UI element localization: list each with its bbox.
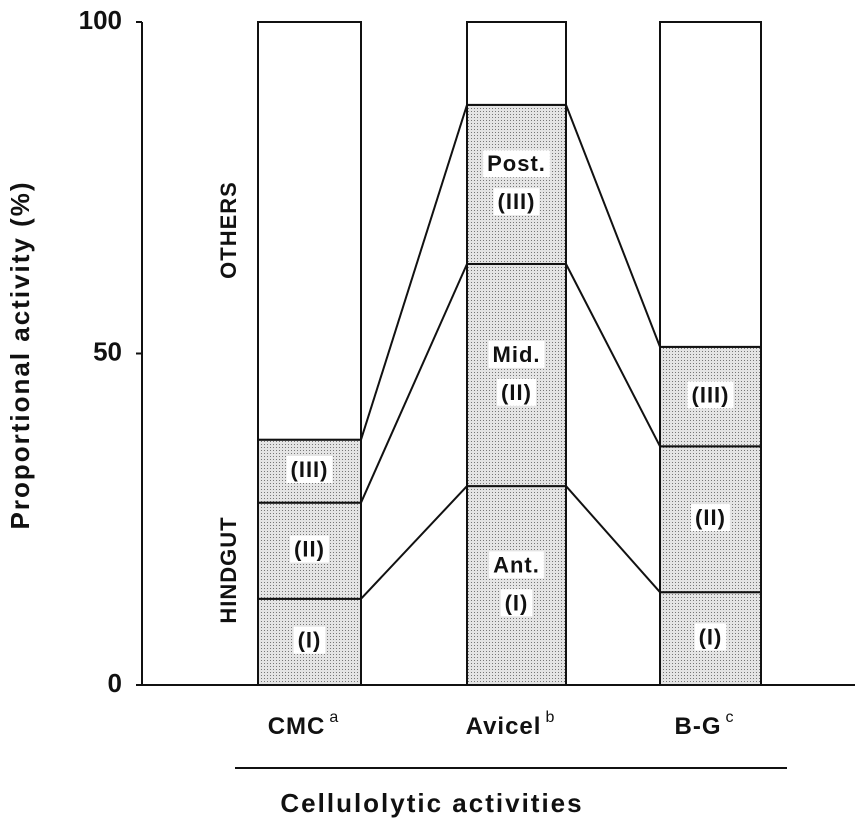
category-name: Avicel — [466, 713, 542, 740]
bar-segment — [659, 21, 762, 348]
y-tick-label: 50 — [93, 336, 122, 366]
label-box — [687, 381, 734, 409]
category-name: B-G — [675, 713, 722, 740]
segment-label: (I) — [298, 628, 322, 653]
segment-label: (III) — [692, 382, 730, 407]
connector — [565, 485, 661, 593]
category-note: c — [726, 709, 735, 726]
connector — [360, 263, 468, 504]
others-label: OTHERS — [216, 181, 241, 279]
connector — [565, 263, 661, 447]
category-note: b — [545, 709, 555, 726]
bar-segment — [466, 103, 567, 265]
x-tick-label: B-G c — [675, 709, 735, 740]
x-tick-label: CMC a — [268, 709, 340, 740]
segment-label: Ant. — [493, 552, 540, 577]
category-note: a — [329, 709, 339, 726]
label-box — [691, 504, 730, 532]
label-box — [493, 188, 540, 216]
y-tick-label: 100 — [79, 5, 122, 35]
bar-segment — [466, 485, 567, 686]
segment-label: (II) — [501, 380, 532, 405]
group-label: HINDGUT — [216, 516, 241, 623]
bar-segment — [257, 21, 362, 441]
label-box — [497, 378, 536, 406]
segment-label: (III) — [498, 189, 536, 214]
segment-label: (III) — [291, 457, 329, 482]
y-axis-label: Proportional activity (%) — [5, 180, 35, 529]
connector — [360, 485, 468, 600]
label-box — [694, 623, 727, 651]
segment-label: Mid. — [493, 342, 541, 367]
connector — [360, 104, 468, 440]
label-box — [488, 340, 545, 368]
x-axis-label: Cellulolytic activities — [280, 788, 583, 818]
label-box — [286, 455, 333, 483]
label-box — [500, 589, 533, 617]
label-box — [290, 535, 329, 563]
y-tick-label: 0 — [108, 668, 122, 698]
segment-label: (II) — [695, 505, 726, 530]
segment-label: Post. — [487, 151, 546, 176]
segment-label: (II) — [294, 537, 325, 562]
bar-segment — [466, 262, 567, 488]
x-tick-label: Avicel b — [466, 709, 556, 740]
bar-segment — [466, 21, 567, 106]
segment-label: (I) — [505, 590, 529, 615]
label-box — [489, 551, 544, 579]
connector — [565, 104, 661, 348]
label-box — [293, 626, 326, 654]
segment-label: (I) — [699, 624, 723, 649]
category-name: CMC — [268, 713, 326, 740]
label-box — [483, 150, 550, 178]
